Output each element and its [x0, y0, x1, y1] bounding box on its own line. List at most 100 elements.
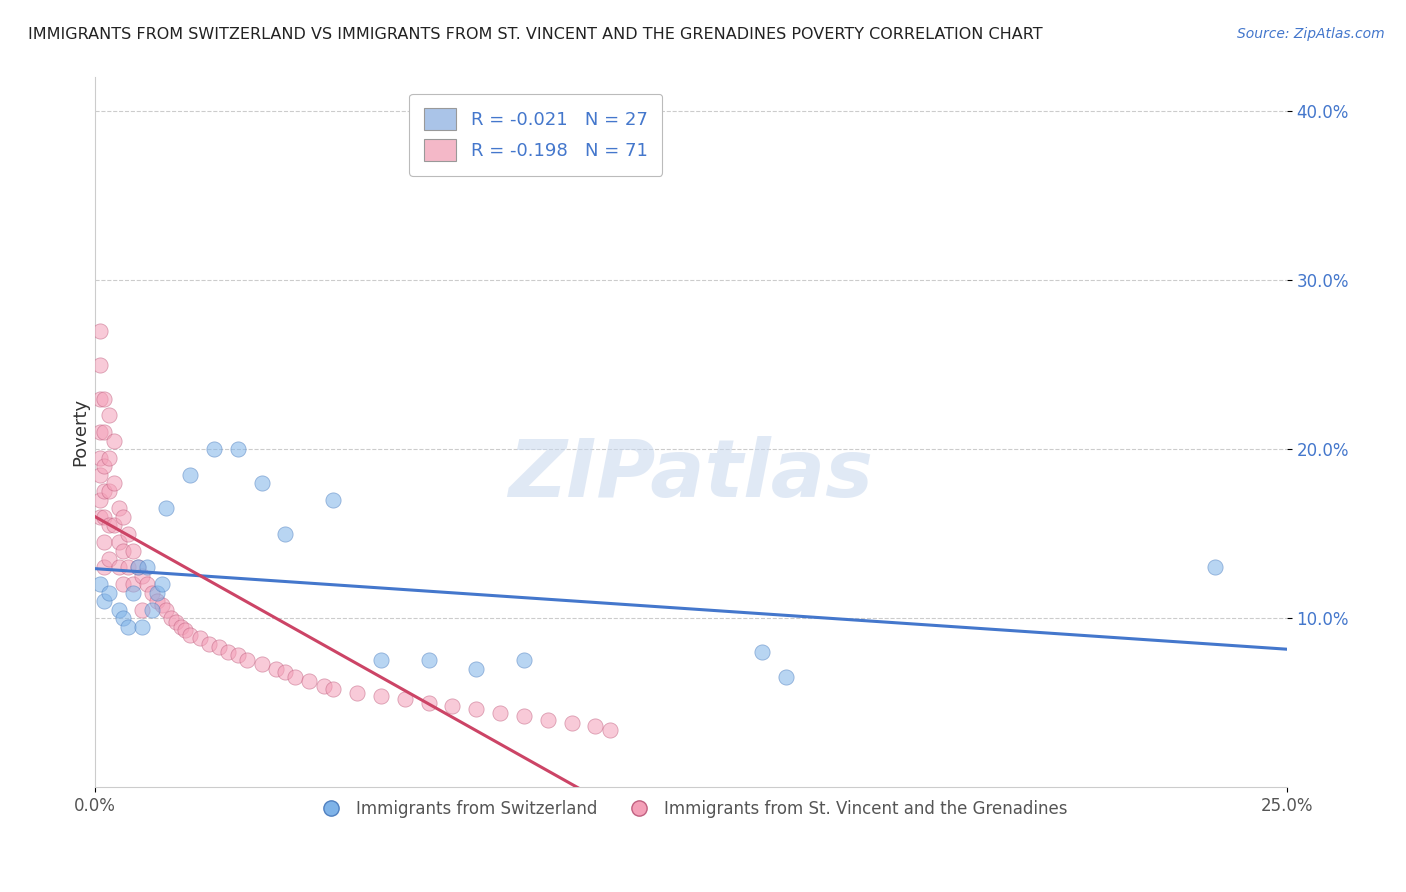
Point [122, 577, 145, 591]
Text: ZIPatlas: ZIPatlas [508, 436, 873, 514]
Point [112, 543, 135, 558]
Point [418, 653, 440, 667]
Point [107, 501, 129, 516]
Point [169, 620, 191, 634]
Point [179, 467, 201, 482]
Point [103, 434, 125, 448]
Point [250, 475, 273, 490]
Point [274, 526, 297, 541]
Point [208, 640, 231, 654]
Point [89, 425, 111, 440]
Point [346, 685, 368, 699]
Point [89, 492, 111, 507]
Point [198, 636, 221, 650]
Point [89, 450, 111, 465]
Point [312, 679, 335, 693]
Point [107, 603, 129, 617]
Text: Source: ZipAtlas.com: Source: ZipAtlas.com [1237, 27, 1385, 41]
Point [98, 409, 121, 423]
Point [250, 657, 273, 671]
Point [465, 702, 488, 716]
Point [131, 603, 153, 617]
Point [122, 543, 145, 558]
Point [93, 425, 115, 440]
Point [583, 719, 606, 733]
Point [202, 442, 225, 457]
Point [89, 392, 111, 406]
Point [107, 560, 129, 574]
Point [89, 577, 111, 591]
Point [513, 653, 536, 667]
Point [98, 552, 121, 566]
Point [93, 535, 115, 549]
Point [1204, 560, 1226, 574]
Point [93, 484, 115, 499]
Point [284, 670, 307, 684]
Point [112, 577, 135, 591]
Point [136, 577, 159, 591]
Point [93, 594, 115, 608]
Point [93, 392, 115, 406]
Point [89, 358, 111, 372]
Point [93, 509, 115, 524]
Point [599, 723, 621, 737]
Point [146, 586, 169, 600]
Point [165, 615, 187, 629]
Legend: Immigrants from Switzerland, Immigrants from St. Vincent and the Grenadines: Immigrants from Switzerland, Immigrants … [308, 794, 1074, 825]
Point [93, 560, 115, 574]
Point [226, 648, 249, 663]
Point [513, 709, 536, 723]
Point [751, 645, 773, 659]
Point [103, 475, 125, 490]
Point [441, 699, 464, 714]
Point [560, 715, 582, 730]
Point [775, 670, 797, 684]
Point [217, 645, 239, 659]
Point [370, 653, 392, 667]
Point [465, 662, 488, 676]
Point [537, 713, 560, 727]
Text: IMMIGRANTS FROM SWITZERLAND VS IMMIGRANTS FROM ST. VINCENT AND THE GRENADINES PO: IMMIGRANTS FROM SWITZERLAND VS IMMIGRANT… [28, 27, 1043, 42]
Point [98, 484, 121, 499]
Point [127, 560, 149, 574]
Point [89, 467, 111, 482]
Point [370, 689, 392, 703]
Point [89, 324, 111, 338]
Point [236, 653, 259, 667]
Point [274, 665, 297, 680]
Point [112, 611, 135, 625]
Point [155, 501, 177, 516]
Point [122, 586, 145, 600]
Point [112, 509, 135, 524]
Point [117, 620, 139, 634]
Point [155, 603, 177, 617]
Point [322, 682, 344, 697]
Point [93, 459, 115, 474]
Point [98, 518, 121, 533]
Point [179, 628, 201, 642]
Point [127, 560, 149, 574]
Point [117, 526, 139, 541]
Point [489, 706, 512, 720]
Y-axis label: Poverty: Poverty [72, 398, 89, 467]
Point [264, 662, 287, 676]
Point [188, 632, 211, 646]
Point [141, 603, 163, 617]
Point [141, 586, 163, 600]
Point [226, 442, 249, 457]
Point [146, 594, 169, 608]
Point [160, 611, 183, 625]
Point [131, 620, 153, 634]
Point [98, 450, 121, 465]
Point [136, 560, 159, 574]
Point [150, 598, 173, 612]
Point [418, 696, 440, 710]
Point [89, 509, 111, 524]
Point [117, 560, 139, 574]
Point [98, 586, 121, 600]
Point [322, 492, 344, 507]
Point [103, 518, 125, 533]
Point [150, 577, 173, 591]
Point [394, 692, 416, 706]
Point [174, 623, 197, 637]
